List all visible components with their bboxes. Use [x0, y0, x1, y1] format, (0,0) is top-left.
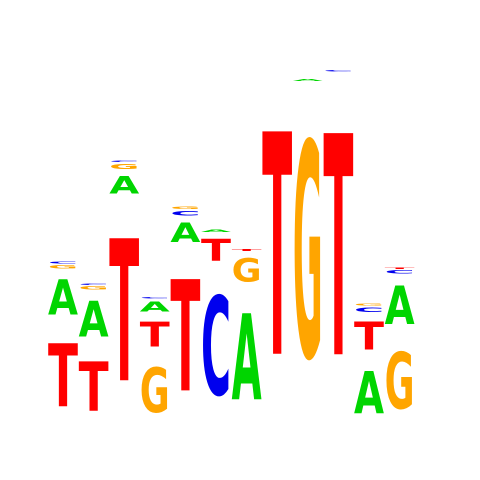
logo-letter-g: G	[140, 355, 170, 427]
logo-letter-a: A	[201, 229, 232, 233]
logo-letter-a: A	[232, 290, 262, 427]
logo-letter-g: G	[109, 163, 139, 171]
logo-letter-c: C	[385, 270, 415, 275]
logo-letter-c: C	[109, 160, 139, 162]
logo-column: T	[262, 72, 292, 426]
logo-letter-t: T	[140, 315, 170, 355]
logo-letter-t: T	[354, 314, 384, 359]
logo-letter-a: A	[170, 217, 200, 248]
logo-letter-c: C	[170, 210, 200, 217]
logo-letter-t: T	[201, 233, 231, 268]
logo-letter-g: G	[385, 338, 415, 427]
logo-column: AGT	[232, 249, 263, 427]
logo-letter-a: A	[293, 79, 324, 82]
logo-letter-t: T	[323, 74, 353, 427]
logo-letter-g: G	[354, 303, 384, 306]
logo-column: CTA	[201, 229, 232, 427]
logo-letter-t: T	[262, 72, 292, 426]
logo-letter-a: A	[79, 292, 110, 349]
logo-letter-c: C	[354, 306, 384, 313]
logo-letter-c: C	[201, 269, 231, 427]
logo-letter-g: G	[293, 82, 323, 426]
logo-letter-t: T	[170, 250, 200, 427]
logo-letter-g: G	[232, 253, 262, 290]
logo-letter-t: T	[48, 328, 78, 428]
logo-letter-t: T	[385, 267, 416, 269]
logo-letter-c: C	[48, 261, 78, 264]
logo-letter-c: C	[140, 297, 170, 299]
logo-letter-t: T	[109, 201, 139, 427]
logo-letter-g: G	[48, 264, 78, 269]
logo-letter-a: A	[385, 275, 415, 337]
logo-column: GA	[293, 79, 324, 427]
logo-letter-t: T	[79, 349, 109, 427]
logo-letter-g: G	[170, 206, 200, 210]
logo-letter-c: C	[323, 70, 353, 72]
logo-letter-a: A	[109, 171, 139, 199]
logo-letter-c: C	[79, 283, 109, 285]
logo-letter-t: T	[232, 249, 263, 252]
logo-letter-g: G	[79, 285, 109, 290]
logo-letter-a: A	[48, 270, 78, 326]
logo-column: TC	[323, 70, 353, 427]
logo-letter-a: A	[140, 299, 171, 315]
logo-letter-a: A	[354, 359, 385, 427]
